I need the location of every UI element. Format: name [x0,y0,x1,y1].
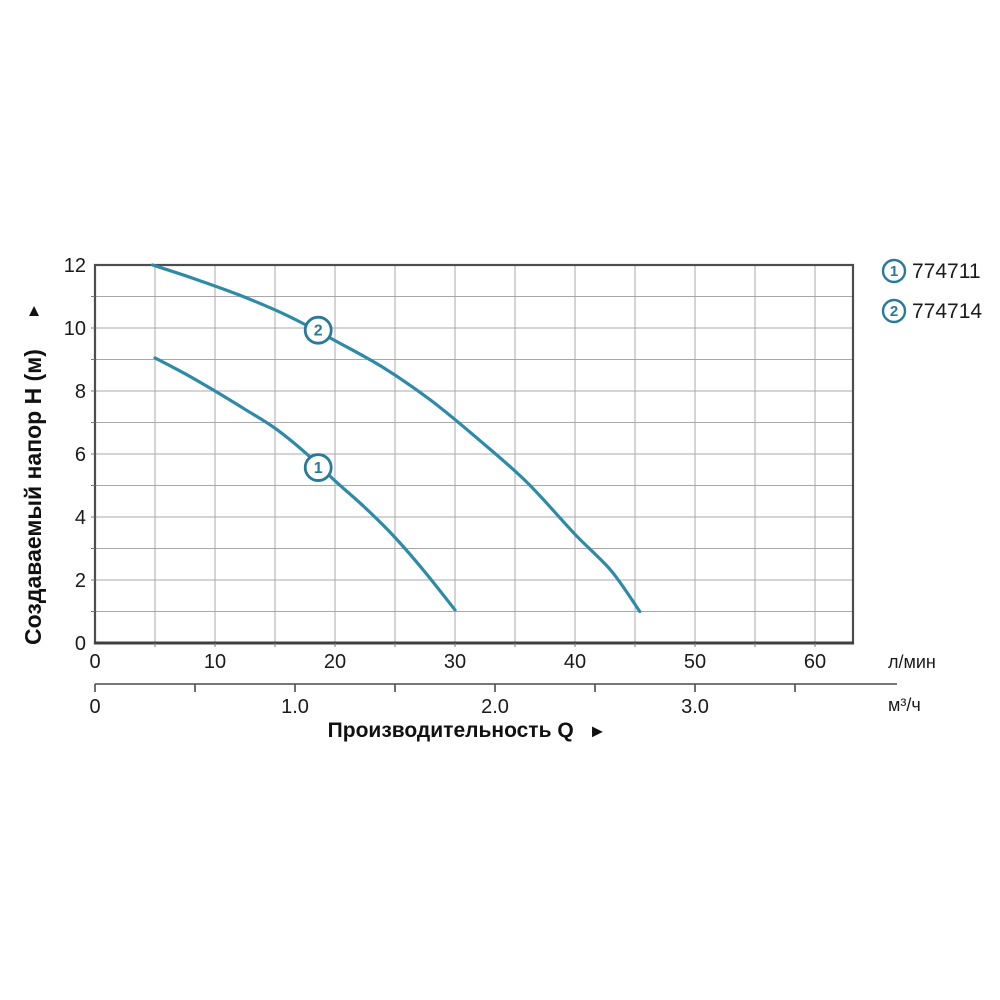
y-tick-label: 12 [64,255,86,277]
y-axis-title: Создаваемый напор H (м) [20,349,46,645]
x-axis-unit-lmin: л/мин [888,652,936,672]
chart-grid [95,265,853,643]
legend-item-774714: 2 774714 [881,298,982,324]
y-tick-label: 4 [75,507,86,529]
curve-marker-circle-2 [303,315,333,345]
x-tick-label: 30 [444,651,466,673]
legend-marker-number: 1 [890,263,898,280]
x-tick-label: 0 [89,651,100,673]
x-axis-title: Производительность Q ► [328,719,607,742]
y-tick-label: 6 [75,444,86,466]
y-axis-up-arrow-icon: ▲ [26,301,43,320]
legend-marker-circle [881,298,907,324]
legend-marker-number: 2 [890,303,898,320]
curve-marker-circle-1 [303,453,333,482]
y-tick-label: 0 [75,633,86,655]
x-tick-label: 50 [684,651,706,673]
curve-marker-number-2: 2 [314,323,323,340]
x-axis-right-arrow-icon: ► [589,721,607,741]
legend-code: 774714 [912,300,982,323]
x-axis-title-text: Производительность Q [328,719,574,742]
x2-tick-label: 1.0 [281,696,309,718]
legend-item-774711: 1 774711 [881,258,981,284]
x-tick-label: 10 [204,651,226,673]
curve-markers: 12 [303,315,333,482]
chart-legend: 1 774711 2 774714 [881,258,982,324]
y-tick-label: 8 [75,381,86,403]
chart-curves [151,263,642,614]
x-tick-label: 40 [564,651,586,673]
y-tick-label: 2 [75,570,86,592]
secondary-axis: 0 1.0 2.0 3.0 [89,683,897,718]
curve-1 [153,356,457,612]
y-tick-label: 10 [64,318,86,340]
x2-tick-label: 0 [89,696,100,718]
curve-marker-number-1: 1 [314,460,323,477]
x2-tick-label: 3.0 [681,696,709,718]
x-tick-label: 20 [324,651,346,673]
legend-code: 774711 [912,260,981,283]
x-tick-label: 60 [804,651,826,673]
legend-marker-circle [881,258,907,284]
x-axis-unit-m3h: м³/ч [888,695,921,715]
x2-tick-label: 2.0 [481,696,509,718]
curve-2 [151,263,642,614]
